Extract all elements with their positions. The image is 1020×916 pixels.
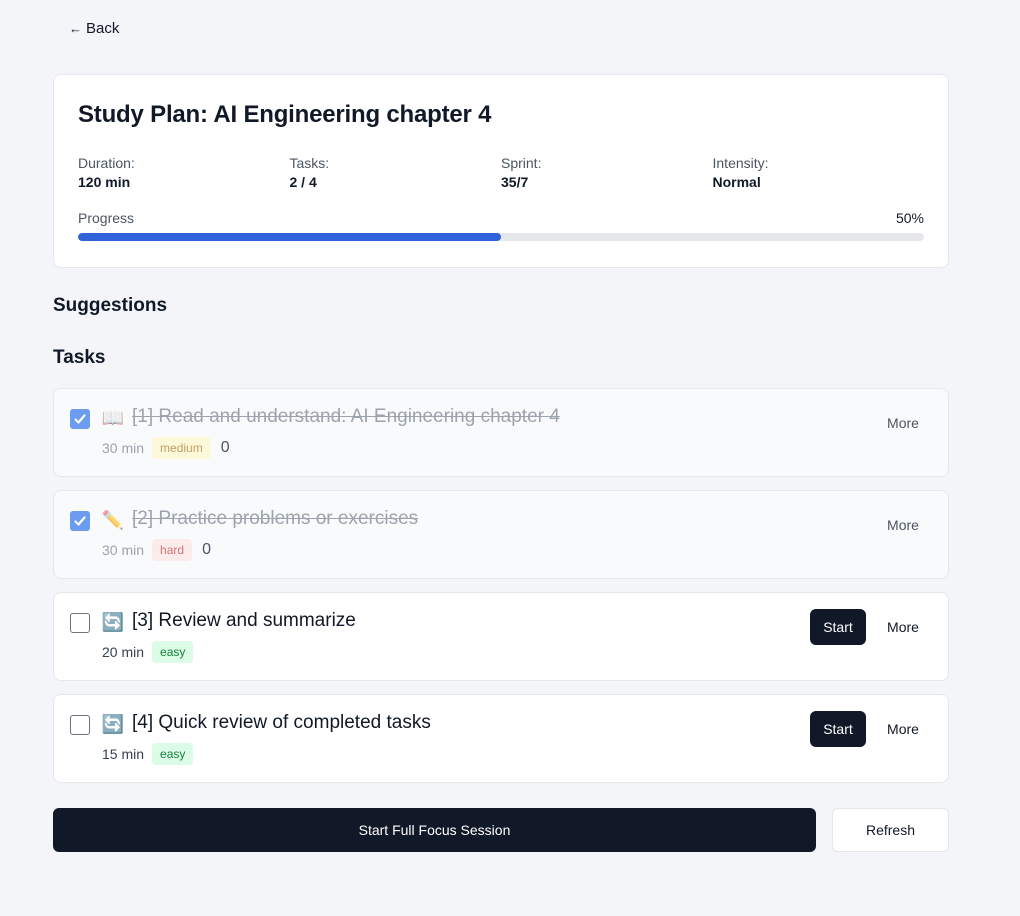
stat-label: Sprint: xyxy=(501,155,542,171)
stat-label: Intensity: xyxy=(712,155,769,171)
plan-summary-card: Study Plan: AI Engineering chapter 4 Dur… xyxy=(53,74,949,268)
difficulty-badge: hard xyxy=(152,539,193,561)
stat-value: 2 / 4 xyxy=(289,174,317,190)
refresh-cycle-icon: 🔄 xyxy=(101,611,125,632)
task-title: [3] Review and summarize xyxy=(132,610,356,631)
task-count: 0 xyxy=(220,439,230,456)
task-checkbox[interactable] xyxy=(70,409,90,429)
task-title: [1] Read and understand: AI Engineering … xyxy=(132,406,560,427)
stat-intensity: Intensity: Normal xyxy=(713,155,925,190)
stat-tasks: Tasks: 2 / 4 xyxy=(290,155,502,190)
task-card: ✏️ [2] Practice problems or exercises 30 m… xyxy=(53,490,949,579)
refresh-cycle-icon: 🔄 xyxy=(101,713,125,734)
progress-percent: 50% xyxy=(895,210,924,226)
task-checkbox[interactable] xyxy=(70,715,90,735)
task-duration: 30 min xyxy=(102,542,145,558)
task-meta: 20 min easy xyxy=(102,641,194,663)
stat-sprint: Sprint: 35/7 xyxy=(501,155,713,190)
progress-fill xyxy=(78,233,501,241)
task-checkbox[interactable] xyxy=(70,511,90,531)
stat-label: Tasks: xyxy=(289,155,330,171)
difficulty-badge: easy xyxy=(152,743,194,765)
more-button[interactable]: More xyxy=(887,415,919,431)
refresh-button[interactable]: Refresh xyxy=(832,808,949,852)
stat-value: 120 min xyxy=(78,174,131,190)
suggestions-heading: Suggestions xyxy=(53,295,168,316)
task-card: 🔄 [4] Quick review of completed tasks 15 m… xyxy=(53,694,949,783)
task-checkbox[interactable] xyxy=(70,613,90,633)
task-duration: 30 min xyxy=(102,440,145,456)
task-count: 0 xyxy=(202,541,211,558)
progress-bar xyxy=(78,233,924,241)
start-focus-session-button[interactable]: Start Full Focus Session xyxy=(53,808,816,852)
back-link[interactable]: ← Back xyxy=(69,20,119,37)
more-button[interactable]: More xyxy=(887,619,919,635)
task-duration: 15 min xyxy=(102,746,145,762)
task-card: 📖 [1] Read and understand: AI Engineering… xyxy=(53,388,949,477)
stat-value: 35/7 xyxy=(501,174,529,190)
stat-value: Normal xyxy=(712,174,761,190)
plan-stats: Duration: 120 min Tasks: 2 / 4 Sprint: 3… xyxy=(78,155,924,190)
tasks-heading: Tasks xyxy=(53,347,106,368)
difficulty-badge: medium xyxy=(152,437,211,459)
book-icon: 📖 xyxy=(101,407,125,428)
back-label: Back xyxy=(86,20,120,37)
task-meta: 15 min easy xyxy=(102,743,194,765)
checkmark-icon xyxy=(74,414,86,424)
pencil-icon: ✏️ xyxy=(101,509,125,530)
more-button[interactable]: More xyxy=(887,721,919,737)
task-title: [4] Quick review of completed tasks xyxy=(132,712,431,733)
stat-duration: Duration: 120 min xyxy=(78,155,290,190)
task-title: [2] Practice problems or exercises xyxy=(132,508,419,529)
task-card: 🔄 [3] Review and summarize 20 min easy Start… xyxy=(53,592,949,681)
more-button[interactable]: More xyxy=(887,517,919,533)
start-task-button[interactable]: Start xyxy=(810,609,866,645)
task-meta: 30 min hard 0 xyxy=(102,539,211,561)
page-title: Study Plan: AI Engineering chapter 4 xyxy=(78,101,492,128)
stat-label: Duration: xyxy=(78,155,135,171)
task-meta: 30 min medium 0 xyxy=(102,437,230,459)
progress-header: Progress 50% xyxy=(78,210,924,226)
arrow-left-icon: ← xyxy=(69,21,82,36)
start-task-button[interactable]: Start xyxy=(810,711,866,747)
difficulty-badge: easy xyxy=(152,641,194,663)
task-duration: 20 min xyxy=(102,644,145,660)
checkmark-icon xyxy=(74,516,86,526)
progress-label: Progress xyxy=(78,210,135,226)
